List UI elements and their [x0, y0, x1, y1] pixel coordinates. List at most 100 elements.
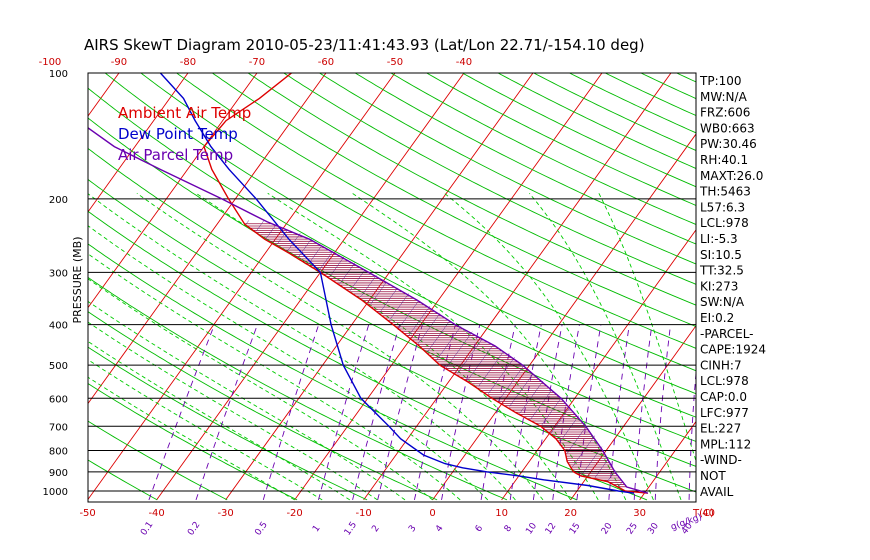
index-label: TP:100 [699, 74, 742, 88]
cape-hatch-skew [517, 371, 520, 374]
cape-hatch-skew [516, 373, 519, 376]
cape-hatch-skew [467, 357, 470, 360]
cape-hatch-skew [552, 408, 554, 411]
cape-hatch-skew [483, 377, 486, 380]
cape-hatch-skew [447, 342, 450, 345]
moist-adiabat-line [529, 193, 682, 501]
cape-hatch-skew [437, 357, 439, 360]
cape-hatch-skew [488, 369, 491, 372]
cape-hatch-skew [440, 331, 443, 334]
dry-adiabat-line [88, 276, 508, 501]
moist-adiabat-line [444, 192, 654, 501]
mixing-ratio-line [148, 324, 215, 501]
cape-hatch-skew [444, 326, 447, 329]
dry-adiabat-line [88, 210, 648, 501]
cape-hatch-skew [503, 391, 506, 394]
cape-hatch-skew [317, 249, 320, 252]
cape-hatch-skew [401, 322, 404, 325]
cape-hatch-skew [335, 265, 338, 268]
cape-hatch-skew [509, 404, 512, 407]
cape-hatch-skew [605, 461, 607, 464]
cape-hatch-skew [395, 309, 398, 312]
cape-hatch-skew [338, 262, 341, 265]
mixing-ratio-tick-label: 10 [524, 521, 539, 536]
dry-adiabat-line [88, 87, 696, 418]
cape-hatch-skew [413, 326, 416, 329]
index-label: LCL:978 [700, 374, 749, 388]
cape-hatch-skew [353, 284, 355, 287]
cape-hatch-skew [267, 234, 269, 237]
cape-hatch-skew [577, 457, 580, 460]
cape-hatch-skew [576, 459, 578, 462]
cape-hatch-skew [433, 320, 435, 323]
cape-hatch-skew [445, 346, 447, 349]
index-label: LFC:977 [700, 406, 749, 420]
cape-hatch-skew [520, 410, 523, 413]
cape-hatch-skew [475, 346, 478, 349]
cape-hatch-skew [446, 322, 449, 325]
dry-adiabat-line [426, 73, 696, 206]
cape-hatch-skew [435, 338, 437, 341]
index-label: SI:10.5 [700, 248, 742, 262]
cape-hatch-skew [399, 304, 402, 307]
cape-hatch-skew [404, 318, 406, 321]
cape-hatch-skew [298, 254, 300, 258]
cape-hatch-skew [572, 442, 575, 445]
cape-hatch-skew [329, 253, 332, 256]
cape-hatch-skew [554, 426, 556, 429]
cape-hatch-skew [596, 451, 599, 455]
cape-hatch-skew [574, 461, 577, 464]
cape-hatch-skew [418, 340, 421, 343]
cape-hatch-skew [538, 384, 541, 387]
cape-hatch-skew [618, 484, 621, 487]
cape-hatch-skew [525, 402, 528, 405]
mixing-ratio-line [576, 324, 602, 500]
cape-hatch-skew [499, 355, 501, 358]
cape-hatch-skew [348, 269, 351, 272]
cape-hatch-skew [547, 393, 550, 396]
dry-adiabat-line [176, 73, 696, 349]
cape-hatch-skew [581, 451, 584, 455]
cape-hatch-skew [381, 307, 384, 310]
cape-hatch-skew [380, 287, 383, 290]
temp-bottom-tick-label: -50 [79, 508, 95, 519]
temp-axis-unit: T(C) [692, 508, 714, 519]
cape-hatch-skew [574, 441, 576, 444]
cape-hatch-skew [443, 347, 446, 351]
mixing-ratio-line [633, 324, 653, 500]
cape-hatch-skew [382, 306, 385, 309]
dry-adiabat-line [88, 311, 438, 501]
cape-hatch-skew [442, 349, 445, 352]
cape-hatch-skew [413, 306, 415, 309]
index-label: AVAIL [700, 485, 734, 499]
cape-hatch-skew [425, 309, 428, 312]
legend-entry: Air Parcel Temp [118, 146, 233, 164]
cape-hatch-skew [446, 344, 449, 347]
cape-hatch-skew [435, 358, 438, 362]
isobar-lines [88, 198, 696, 492]
cape-hatch-skew [380, 309, 382, 312]
cape-hatch-skew [549, 411, 552, 414]
cape-hatch-skew [564, 411, 567, 414]
cape-hatch-skew [398, 326, 401, 329]
chart-title: AIRS SkewT Diagram 2010-05-23/11:41:43.9… [84, 36, 645, 54]
cape-hatch-skew [530, 417, 533, 420]
cape-hatch-skew [439, 353, 442, 356]
index-label: MPL:112 [700, 437, 751, 451]
index-label: MW:N/A [700, 90, 748, 104]
cape-hatch-skew [389, 296, 392, 299]
cape-hatch-skew [469, 375, 472, 378]
cape-hatch-skew [472, 349, 475, 352]
cape-hatch-skew [608, 477, 611, 480]
cape-hatch-skew [357, 278, 359, 281]
cape-hatch-skew [355, 280, 358, 283]
cape-hatch-skew [416, 322, 419, 325]
cape-hatch-skew [261, 222, 263, 225]
cape-hatch-skew [548, 413, 550, 416]
moist-adiabat-line [88, 225, 489, 501]
cape-hatch-skew [538, 406, 541, 409]
temp-top-tick-label: -60 [318, 57, 334, 68]
cape-hatch-skew [429, 326, 431, 329]
cape-hatch-skew [328, 254, 331, 258]
cape-hatch-skew [474, 347, 476, 351]
